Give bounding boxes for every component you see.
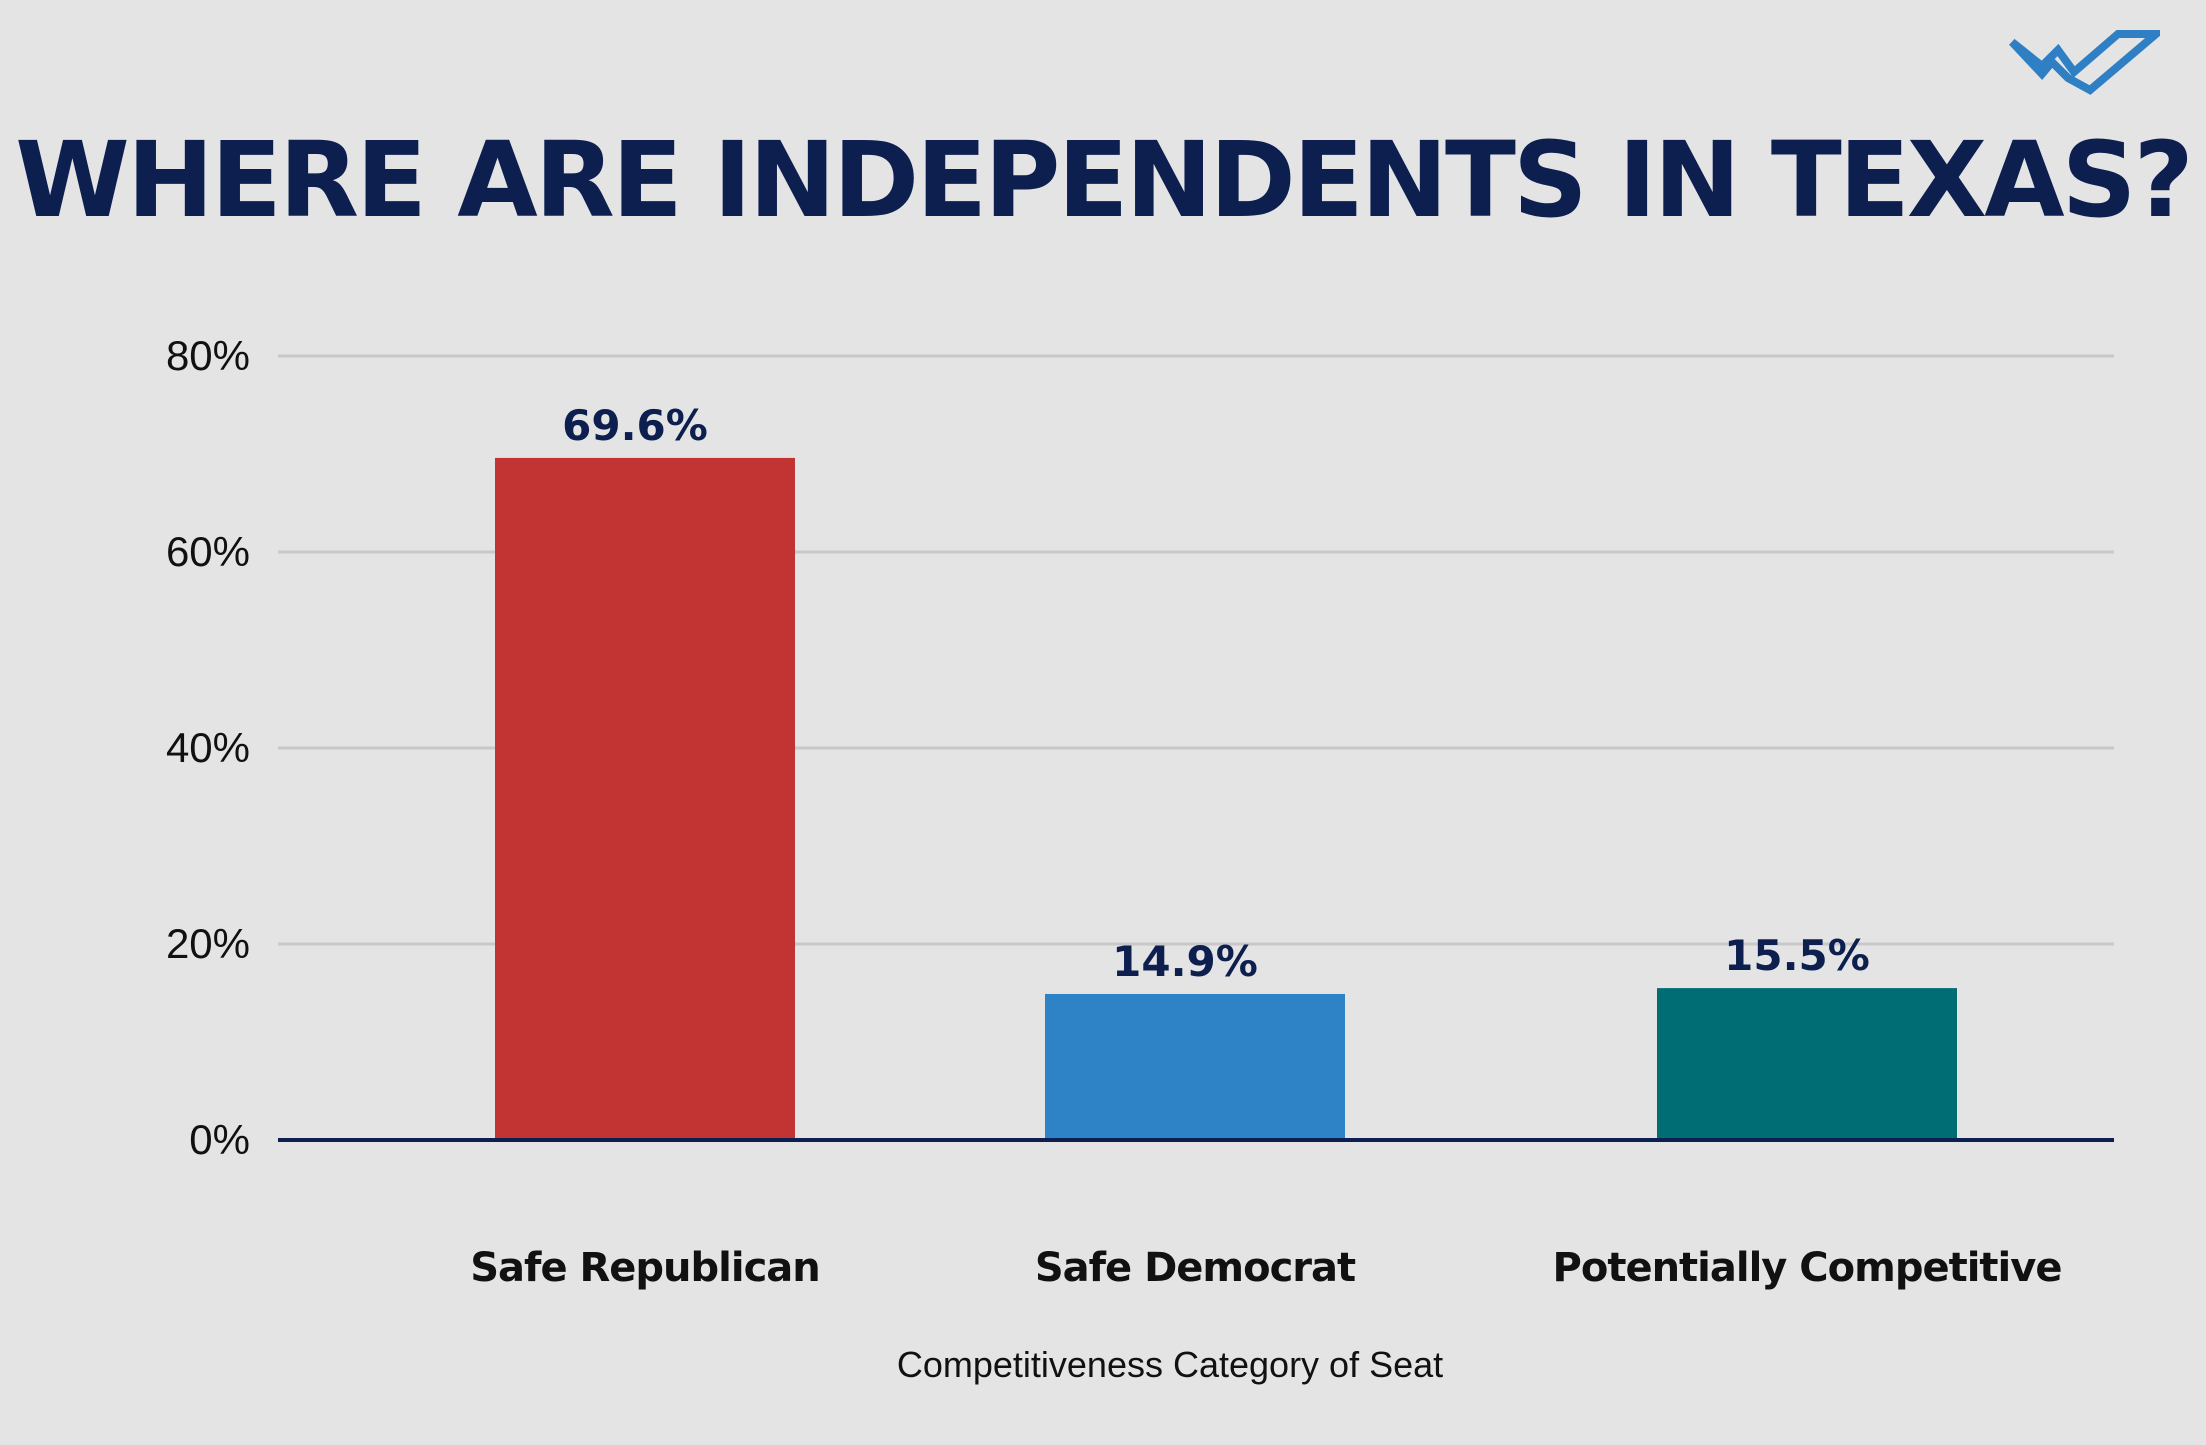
x-category-label: Safe Republican [470,1245,820,1291]
bar-value-label: 69.6% [562,401,708,450]
x-axis-title: Competitiveness Category of Seat [896,1344,1444,1385]
y-tick-label: 80% [166,332,250,379]
bar [1045,993,1345,1140]
x-category-label: Potentially Competitive [1553,1245,2062,1291]
bar [1657,988,1957,1140]
y-tick-label: 0% [189,1116,250,1163]
bar-value-label: 14.9% [1112,937,1258,986]
checkmark-logo-icon [2009,30,2160,95]
y-tick-label: 20% [166,920,250,967]
y-tick-label: 40% [166,724,250,771]
chart-title: WHERE ARE INDEPENDENTS IN TEXAS? [15,119,2194,241]
bar-value-label: 15.5% [1724,931,1870,980]
y-tick-label: 60% [166,528,250,575]
x-category-label: Safe Democrat [1035,1245,1356,1291]
bar [495,457,795,1140]
